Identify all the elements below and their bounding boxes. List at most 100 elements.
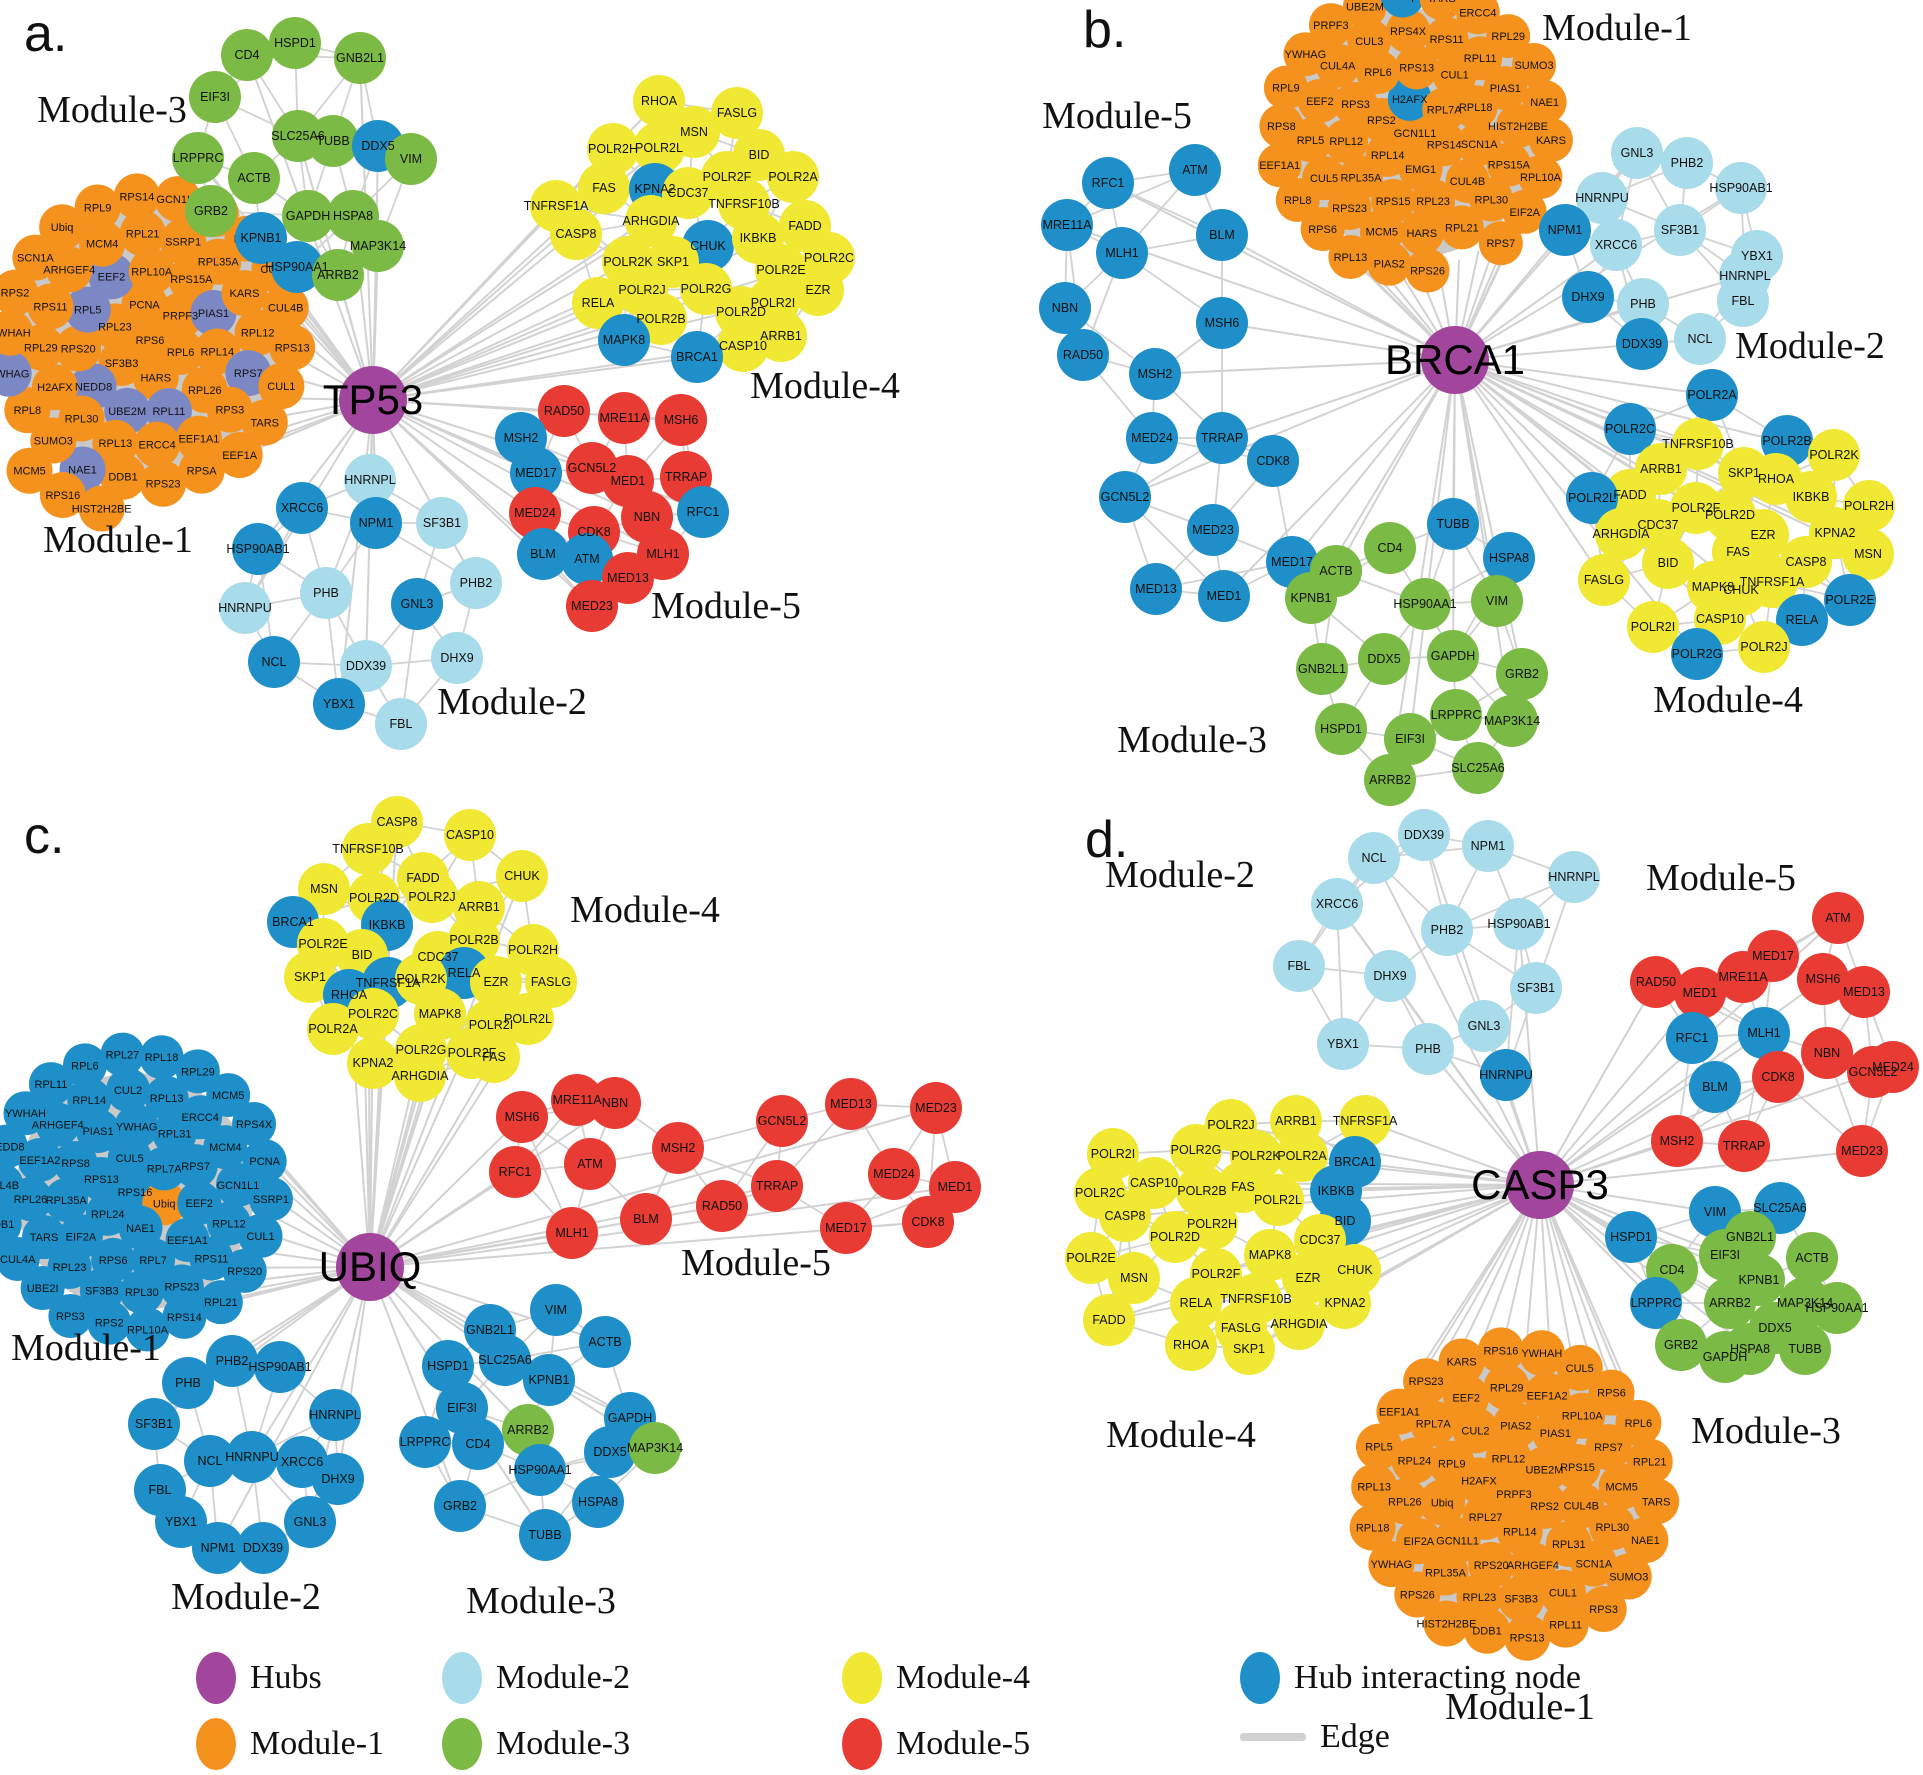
node-rps3[interactable] [48,1293,93,1338]
node-skp1[interactable] [284,951,336,1003]
node-mre11a[interactable] [551,1074,603,1126]
node-rpl24[interactable] [1391,1437,1438,1484]
node-polr2l[interactable] [1566,472,1618,524]
node-rps16[interactable] [39,472,86,519]
node-casp10[interactable] [444,809,496,861]
node-arhgdia[interactable] [625,195,677,247]
node-cul1[interactable] [258,363,305,410]
node-rpl10a[interactable] [125,1307,170,1352]
node-atm[interactable] [1169,144,1221,196]
node-tnfrsf10b[interactable] [342,823,394,875]
node-ddx39[interactable] [340,640,392,692]
node-med13[interactable] [1838,966,1890,1018]
node-rhoa[interactable] [1165,1319,1217,1371]
node-dhx9[interactable] [431,632,483,684]
node-scn1a[interactable] [12,234,59,281]
node-ywhah[interactable] [1518,1330,1565,1377]
node-msn[interactable] [298,863,350,915]
node-rpl8[interactable] [4,387,51,434]
node-npm1[interactable] [192,1522,244,1574]
node-ezr[interactable] [792,264,844,316]
node-ywhag[interactable] [1368,1541,1415,1588]
node-rps4x[interactable] [232,1101,277,1146]
node-sf3b1[interactable] [1654,204,1706,256]
node-lrpprc[interactable] [399,1416,451,1468]
node-blm[interactable] [517,528,569,580]
node-med1[interactable] [929,1161,981,1213]
node-rps8[interactable] [53,1140,98,1185]
node-ubiq[interactable] [39,204,86,251]
node-hnrnpu[interactable] [219,582,271,634]
node-hnrnpl[interactable] [309,1389,361,1441]
node-polr2c[interactable] [1604,403,1656,455]
hub-ubiq[interactable] [336,1233,404,1301]
node-phb2[interactable] [1661,137,1713,189]
node-rela[interactable] [1170,1277,1222,1329]
node-eif3i[interactable] [1384,713,1436,765]
node-rela[interactable] [1776,594,1828,646]
node-gnl3[interactable] [284,1496,336,1548]
node-eef1a[interactable] [216,432,263,479]
node-xrcc6[interactable] [1311,878,1363,930]
node-pias2[interactable] [1367,241,1412,286]
node-rpl5[interactable] [64,286,111,333]
node-mcm5[interactable] [206,1073,251,1118]
node-polr2h[interactable] [587,123,639,175]
hub-casp3[interactable] [1506,1151,1574,1219]
node-rad50[interactable] [1057,329,1109,381]
node-polr2a[interactable] [1276,1130,1328,1182]
node-eef1a2[interactable] [1524,1372,1571,1419]
node-atm[interactable] [564,1138,616,1190]
node-med23[interactable] [910,1082,962,1134]
node-hsp90aa1[interactable] [514,1444,566,1496]
node-rps7[interactable] [1478,221,1523,266]
node-ybx1[interactable] [1317,1018,1369,1070]
node-rad50[interactable] [1630,956,1682,1008]
node-ncl[interactable] [1674,313,1726,365]
node-blm[interactable] [1689,1061,1741,1113]
node-hars[interactable] [1399,210,1444,255]
node-npm1[interactable] [1539,204,1591,256]
node-rpl10a[interactable] [1518,155,1563,200]
node-hspd1[interactable] [1315,703,1367,755]
node-phb[interactable] [1617,278,1669,330]
node-rps26[interactable] [1394,1571,1441,1618]
node-eef2[interactable] [1297,78,1342,123]
node-rad50[interactable] [538,385,590,437]
node-map3k14[interactable] [1486,695,1538,747]
node-actb[interactable] [1786,1232,1838,1284]
node-pcna[interactable] [242,1139,287,1184]
node-cul4b[interactable] [262,284,309,331]
node-med24[interactable] [868,1148,920,1200]
node-arrb2[interactable] [1364,754,1416,806]
node-hspd1[interactable] [269,17,321,69]
node-rps13[interactable] [1504,1614,1551,1661]
node-msn[interactable] [1842,528,1894,580]
node-ybx1[interactable] [155,1496,207,1548]
node-trrap[interactable] [1196,412,1248,464]
node-rps4x[interactable] [1386,9,1431,54]
node-ybx1[interactable] [313,678,365,730]
node-rpl30[interactable] [119,1269,164,1314]
node-polr2j[interactable] [1738,621,1790,673]
node-rps13[interactable] [269,324,316,371]
node-dhx9[interactable] [1364,950,1416,1002]
node-kpnb1[interactable] [1285,572,1337,624]
node-ddb1[interactable] [1464,1607,1511,1654]
node-chuk[interactable] [496,850,548,902]
node-cdk8[interactable] [1247,435,1299,487]
node-gnl3[interactable] [391,578,443,630]
node-sf3b1[interactable] [128,1398,180,1450]
node-rps6[interactable] [1300,207,1345,252]
node-eef1a1[interactable] [1376,1388,1423,1435]
node-mre11a[interactable] [1041,199,1093,251]
node-gnb2l1[interactable] [1296,643,1348,695]
node-phb2[interactable] [1421,904,1473,956]
node-polr2l[interactable] [633,122,685,174]
node-atm[interactable] [561,533,613,585]
node-arhgdia[interactable] [394,1050,446,1102]
node-ubiq[interactable] [1380,0,1425,18]
node-rpsa[interactable] [178,447,225,494]
node-rps13[interactable] [1394,45,1439,90]
node-gcn5l2[interactable] [1099,471,1151,523]
